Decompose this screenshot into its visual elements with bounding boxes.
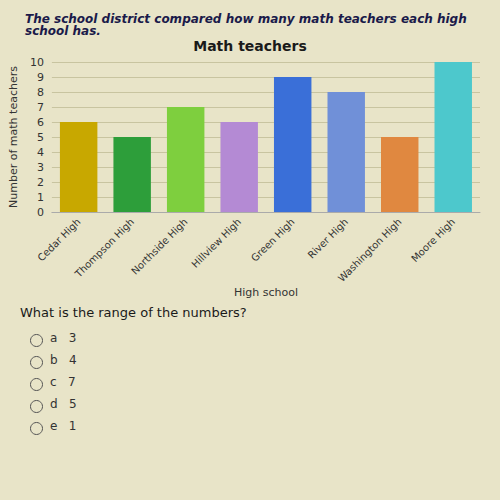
- svg-text:a 3: a 3: [50, 331, 76, 345]
- svg-text:e 1: e 1: [50, 419, 76, 433]
- svg-text:10: 10: [30, 56, 44, 69]
- svg-text:8: 8: [37, 86, 44, 99]
- svg-text:High school: High school: [234, 286, 298, 299]
- svg-text:3: 3: [37, 161, 44, 174]
- svg-text:6: 6: [37, 116, 44, 129]
- svg-text:Thompson High: Thompson High: [72, 216, 136, 280]
- svg-text:Cedar High: Cedar High: [35, 216, 82, 263]
- svg-text:1: 1: [37, 191, 44, 204]
- svg-text:Moore High: Moore High: [409, 216, 457, 264]
- svg-text:Number of math teachers: Number of math teachers: [7, 66, 20, 208]
- svg-text:9: 9: [37, 71, 44, 84]
- svg-text:2: 2: [37, 176, 44, 189]
- svg-text:Northside High: Northside High: [129, 216, 189, 276]
- svg-text:d 5: d 5: [50, 397, 77, 411]
- svg-text:c 7: c 7: [50, 375, 76, 389]
- svg-text:What is the range of the numbe: What is the range of the numbers?: [20, 305, 247, 320]
- svg-text:Washington High: Washington High: [336, 216, 404, 284]
- svg-text:The school district compared h: The school district compared how many ma…: [25, 12, 471, 26]
- svg-text:Green High: Green High: [249, 216, 297, 264]
- svg-text:5: 5: [37, 131, 44, 144]
- svg-text:Math teachers: Math teachers: [193, 38, 307, 54]
- svg-text:Hillview High: Hillview High: [189, 216, 243, 270]
- svg-text:0: 0: [37, 206, 44, 219]
- svg-text:4: 4: [37, 146, 44, 159]
- svg-text:school has.: school has.: [25, 24, 101, 38]
- svg-text:River High: River High: [306, 216, 351, 261]
- svg-text:7: 7: [37, 101, 44, 114]
- svg-text:b 4: b 4: [50, 353, 77, 367]
